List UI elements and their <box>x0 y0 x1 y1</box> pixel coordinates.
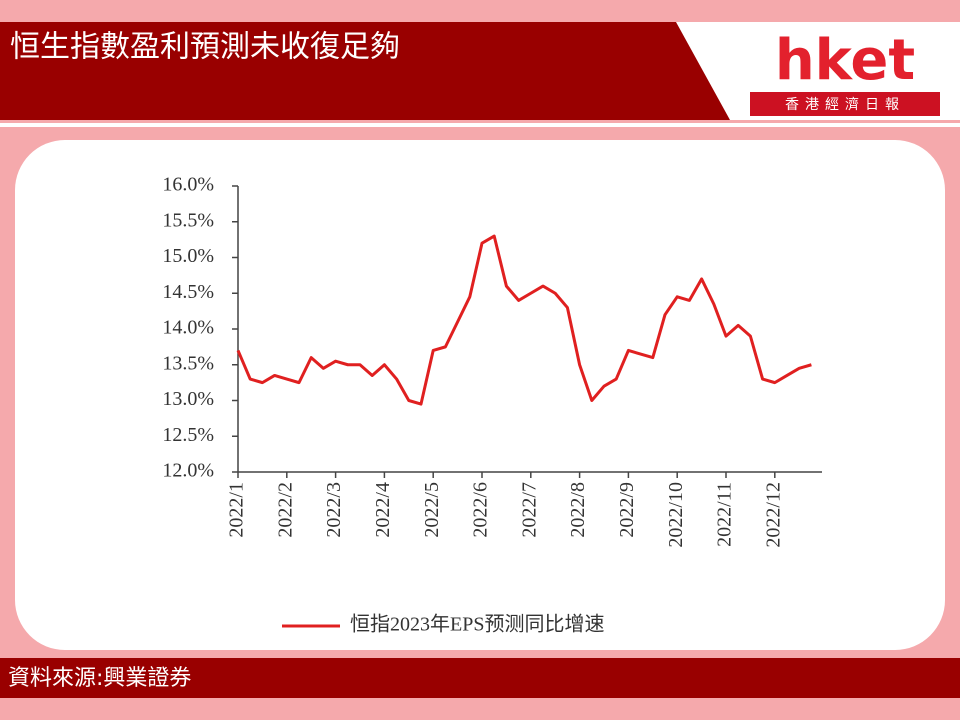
y-tick-label: 12.0% <box>162 460 214 482</box>
y-tick-label: 16.0% <box>162 174 214 196</box>
x-tick-label: 2022/9 <box>616 482 638 538</box>
x-tick-label: 2022/8 <box>567 482 589 538</box>
x-tick-label: 2022/1 <box>226 482 248 538</box>
x-tick-label: 2022/6 <box>470 482 492 538</box>
x-tick-label: 2022/3 <box>323 482 345 538</box>
plot: 12.0% 12.5% 13.0% 13.5% 14.0% 14.5% 15.0% 15.5%… <box>162 174 822 636</box>
x-tick-label: 2022/7 <box>518 482 540 538</box>
source: 資料來源:興業證券 <box>8 666 191 691</box>
y-tick-label: 12.5% <box>162 424 214 446</box>
y-tick-label: 14.5% <box>162 281 214 303</box>
x-tick-label: 2022/11 <box>714 482 736 547</box>
legend-label: 恒指2023年EPS预测同比增速 <box>350 613 604 636</box>
y-tick-label: 15.0% <box>162 245 214 267</box>
x-tick-label: 2022/5 <box>421 482 443 538</box>
logo-band <box>750 92 940 116</box>
logo-subtitle: 香港經濟日報 <box>785 97 905 113</box>
x-tick-label: 2022/4 <box>372 482 394 538</box>
x-tick-label: 2022/12 <box>762 482 784 548</box>
x-tick-label: 2022/10 <box>665 482 687 548</box>
source-banner <box>0 658 960 698</box>
y-tick-label: 14.0% <box>162 317 214 339</box>
y-tick-label: 15.5% <box>162 209 214 231</box>
banner-rule <box>0 123 960 127</box>
logo: hket <box>775 28 915 93</box>
title: 恒生指數盈利預測未收復足夠 <box>10 30 400 65</box>
y-tick-label: 13.0% <box>162 388 214 410</box>
x-tick-label: 2022/2 <box>274 482 296 538</box>
series-line <box>236 234 812 406</box>
y-tick-label: 13.5% <box>162 352 214 374</box>
chart-card <box>15 140 945 650</box>
